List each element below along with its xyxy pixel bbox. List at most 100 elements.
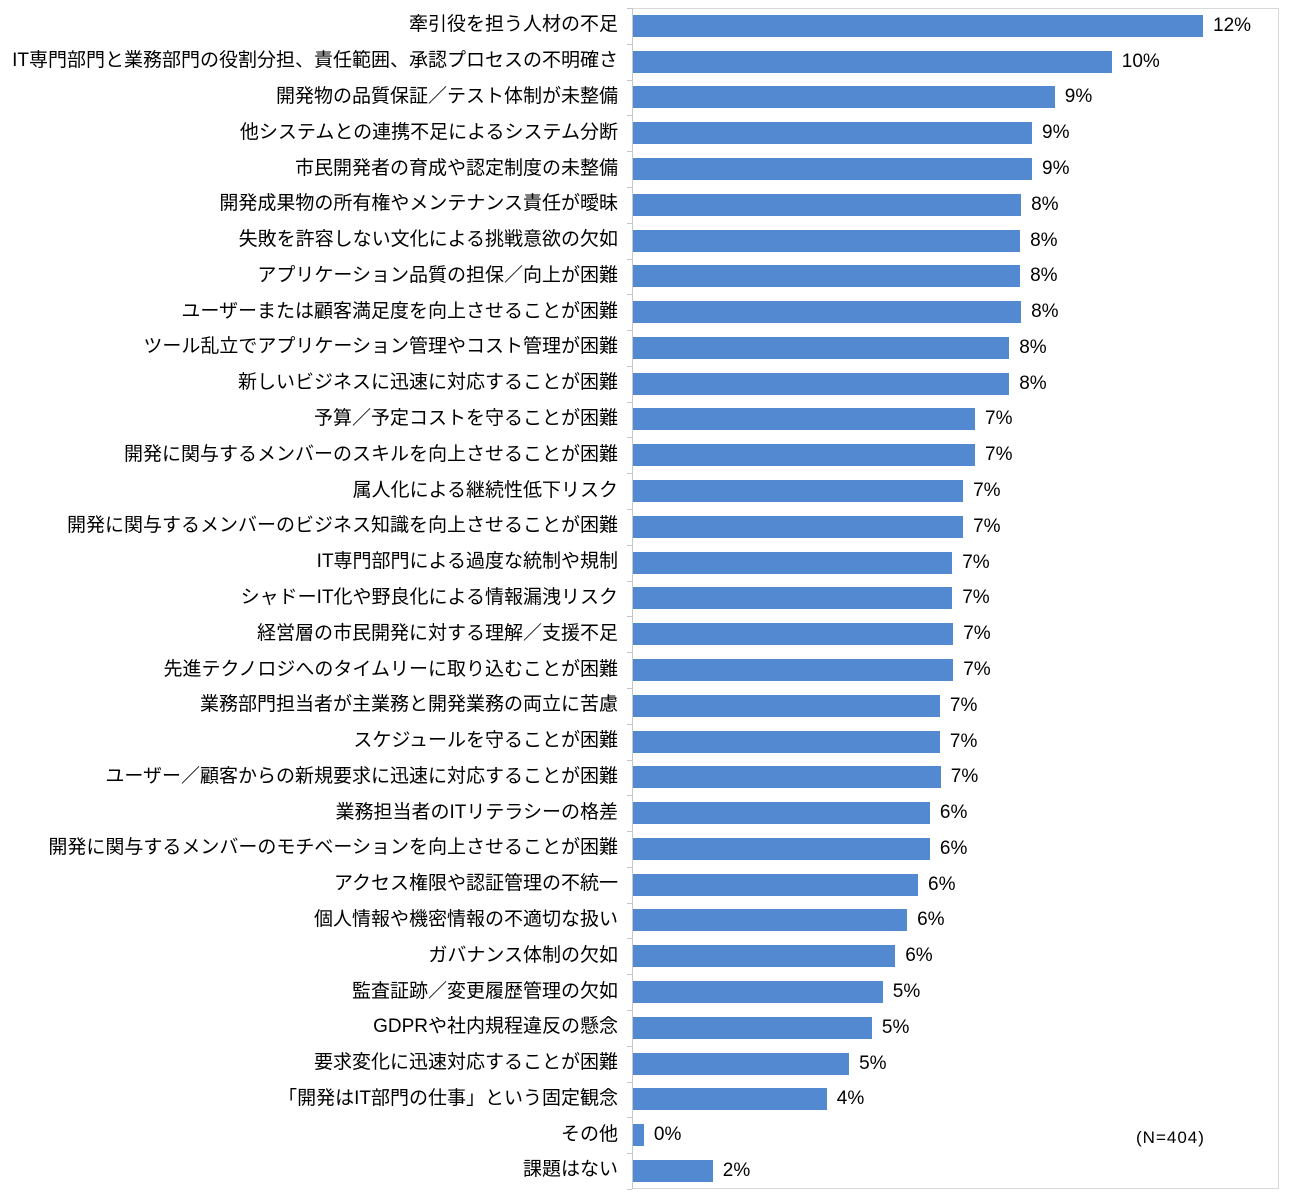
chart-rows: 牽引役を担う人材の不足 12% IT専門部門と業務部門の役割分担、責任範囲、承認プロ…: [0, 8, 1300, 1189]
chart-row: アクセス権限や認証管理の不統一 6%: [0, 867, 1300, 903]
axis-tick: [627, 151, 632, 152]
axis-tick: [627, 795, 632, 796]
category-label: スケジュールを守ることが困難: [353, 730, 618, 752]
category-label: 業務部門担当者が主業務と開発業務の両立に苦慮: [199, 694, 618, 716]
axis-tick: [627, 581, 632, 582]
bar: [633, 301, 1022, 324]
bar: [633, 1159, 713, 1182]
chart-row: 業務担当者のITリテラシーの格差 6%: [0, 795, 1300, 831]
chart-row: 牽引役を担う人材の不足 12%: [0, 8, 1300, 44]
category-label: 予算／予定コストを守ることが困難: [313, 408, 618, 430]
bar-cell: 7%: [632, 587, 1300, 610]
chart-row: 市民開発者の育成や認定制度の未整備 9%: [0, 151, 1300, 187]
bar-cell: 9%: [632, 122, 1300, 145]
chart-row: 業務部門担当者が主業務と開発業務の両立に苦慮 7%: [0, 688, 1300, 724]
value-label: 7%: [973, 480, 1001, 502]
bar-cell: 7%: [632, 694, 1300, 717]
chart-row: 「開発はIT部門の仕事」という固定観念 4%: [0, 1081, 1300, 1117]
category-label: 個人情報や機密情報の不適切な扱い: [313, 908, 618, 930]
category-label: 課題はない: [522, 1159, 618, 1181]
bar-cell: 7%: [632, 444, 1300, 467]
bar-cell: 5%: [632, 1016, 1300, 1039]
category-label: 業務担当者のITリテラシーの格差: [335, 801, 618, 823]
bar-cell: 12%: [632, 14, 1300, 37]
bar: [633, 587, 953, 610]
chart-row: 経営層の市民開発に対する理解／支援不足 7%: [0, 616, 1300, 652]
bar-cell: 7%: [632, 658, 1300, 681]
value-label: 9%: [1042, 122, 1070, 144]
chart-row: 失敗を許容しない文化による挑戦意欲の欠如 8%: [0, 223, 1300, 259]
category-label: 開発に関与するメンバーのスキルを向上させることが困難: [123, 443, 618, 465]
chart-row: スケジュールを守ることが困難 7%: [0, 724, 1300, 760]
value-label: 4%: [836, 1088, 865, 1110]
category-label: 牽引役を担う人材の不足: [408, 14, 618, 36]
value-label: 10%: [1121, 50, 1160, 72]
value-label: 7%: [963, 623, 991, 645]
value-label: 8%: [1031, 193, 1059, 215]
value-label: 9%: [1064, 86, 1093, 108]
bar-cell: 8%: [632, 265, 1300, 288]
chart-row: 開発に関与するメンバーのビジネス知識を向上させることが困難 7%: [0, 509, 1300, 545]
axis-tick: [627, 867, 632, 868]
chart-row: 属人化による継続性低下リスク 7%: [0, 473, 1300, 509]
category-label: 開発成果物の所有権やメンテナンス責任が曖昧: [219, 193, 618, 215]
bar: [633, 730, 940, 753]
bar: [633, 86, 1055, 109]
value-label: 6%: [939, 837, 968, 859]
axis-tick: [627, 616, 632, 617]
category-label: シャドーIT化や野良化による情報漏洩リスク: [240, 586, 618, 608]
bar: [633, 1088, 827, 1111]
category-label: アプリケーション品質の担保／向上が困難: [257, 264, 618, 286]
axis-tick: [627, 330, 632, 331]
value-label: 7%: [949, 694, 978, 716]
axis-tick: [627, 1010, 632, 1011]
value-label: 8%: [1030, 265, 1058, 287]
bar: [633, 444, 975, 467]
bar-cell: 8%: [632, 372, 1300, 395]
axis-tick: [627, 545, 632, 546]
value-label: 7%: [962, 587, 990, 609]
axis-tick: [627, 187, 632, 188]
value-label: 7%: [949, 730, 978, 752]
bar: [633, 623, 954, 646]
chart-row: 開発成果物の所有権やメンテナンス責任が曖昧 8%: [0, 187, 1300, 223]
chart-row: 開発に関与するメンバーのモチベーションを向上させることが困難 6%: [0, 831, 1300, 867]
category-label: GDPRや社内規程違反の懸念: [373, 1016, 618, 1038]
axis-tick: [627, 938, 632, 939]
chart-row: 開発に関与するメンバーのスキルを向上させることが困難 7%: [0, 437, 1300, 473]
chart-row: 課題はない 2%: [0, 1153, 1300, 1189]
bar-cell: 0%: [632, 1124, 1300, 1147]
bar-cell: 7%: [632, 515, 1300, 538]
category-label: ユーザー／顧客からの新規要求に迅速に対応することが困難: [105, 765, 618, 787]
axis-tick: [627, 1153, 632, 1154]
chart-row: その他 0%: [0, 1117, 1300, 1153]
chart-row: ガバナンス体制の欠如 6%: [0, 938, 1300, 974]
axis-tick: [627, 509, 632, 510]
chart-row: IT専門部門と業務部門の役割分担、責任範囲、承認プロセスの不明確さ 10%: [0, 44, 1300, 80]
axis-tick: [627, 223, 632, 224]
category-label: ガバナンス体制の欠如: [428, 944, 618, 966]
bar: [633, 1016, 872, 1039]
bar-cell: 6%: [632, 945, 1300, 968]
bar: [633, 158, 1032, 181]
chart-row: 個人情報や機密情報の不適切な扱い 6%: [0, 903, 1300, 939]
axis-tick: [627, 831, 632, 832]
chart-row: ユーザー／顧客からの新規要求に迅速に対応することが困難 7%: [0, 759, 1300, 795]
value-label: 6%: [905, 945, 933, 967]
value-label: 12%: [1213, 14, 1252, 36]
chart-row: 新しいビジネスに迅速に対応することが困難 8%: [0, 366, 1300, 402]
category-label: 要求変化に迅速対応することが困難: [313, 1052, 618, 1074]
bar: [633, 265, 1021, 288]
category-label: 新しいビジネスに迅速に対応することが困難: [237, 372, 618, 394]
bar: [633, 694, 940, 717]
value-label: 7%: [963, 658, 991, 680]
category-label: IT専門部門と業務部門の役割分担、責任範囲、承認プロセスの不明確さ: [12, 50, 618, 72]
chart-row: 他システムとの連携不足によるシステム分断 9%: [0, 115, 1300, 151]
bar-cell: 6%: [632, 802, 1300, 825]
bar: [633, 766, 941, 789]
category-label: その他: [560, 1123, 618, 1145]
axis-tick: [627, 1117, 632, 1118]
value-label: 7%: [950, 766, 979, 788]
value-label: 7%: [985, 444, 1013, 466]
bar-cell: 8%: [632, 229, 1300, 252]
